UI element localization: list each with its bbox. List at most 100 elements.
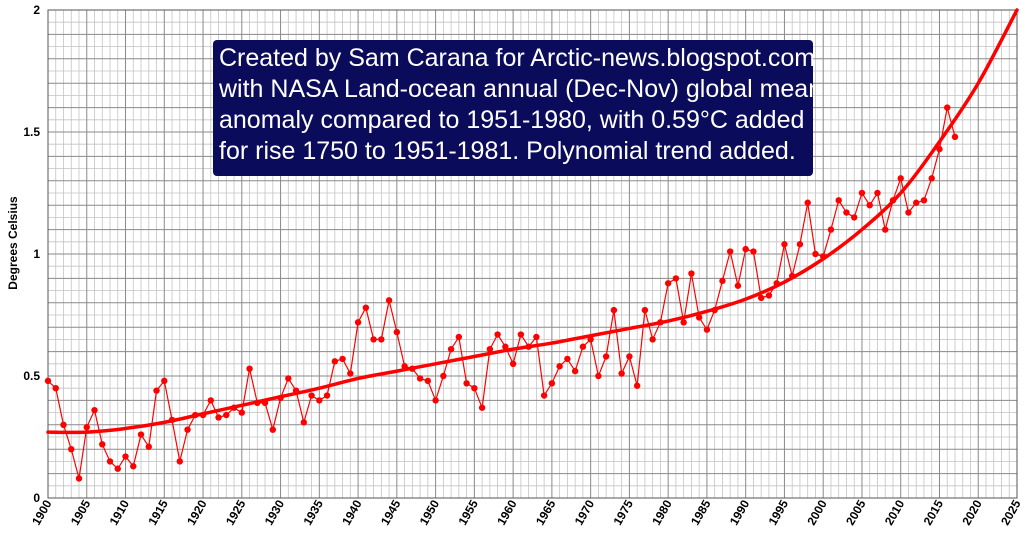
data-point (416, 375, 424, 382)
data-point (517, 331, 525, 338)
data-point (52, 385, 59, 392)
annotation-line-1: Created by Sam Carana for Arctic-news.bl… (219, 44, 813, 72)
y-tick-label: 0 (33, 491, 40, 505)
data-point (99, 441, 106, 448)
data-point (765, 292, 773, 299)
data-point (882, 226, 889, 233)
data-point (936, 145, 943, 153)
data-point (68, 446, 75, 453)
x-tick-label: 1970 (572, 497, 598, 527)
data-point (742, 245, 749, 253)
data-point (455, 333, 463, 341)
data-point (463, 380, 470, 387)
x-tick-label: 1940 (339, 497, 365, 527)
data-point (951, 133, 959, 141)
data-point (308, 392, 315, 399)
annotation-box: Created by Sam Carana for Arctic-news.bl… (213, 40, 813, 176)
data-point (137, 431, 145, 438)
data-point (633, 382, 641, 389)
x-axis-ticks: 1900 1905 1910 1915 1920 1925 1930 1935 1940 1945… (29, 497, 1024, 527)
data-point (928, 175, 935, 182)
x-tick-label: 1945 (378, 497, 404, 527)
x-tick-label: 1930 (262, 497, 288, 527)
data-point (913, 199, 920, 206)
data-point (122, 453, 129, 460)
data-point (664, 280, 672, 287)
data-point (835, 197, 842, 204)
x-tick-label: 1910 (107, 497, 133, 527)
data-point (323, 392, 331, 399)
data-point (176, 458, 183, 465)
x-tick-label: 1975 (611, 497, 637, 527)
data-point (130, 463, 137, 470)
data-point (602, 353, 610, 360)
x-tick-label: 1985 (688, 497, 714, 527)
x-tick-label: 1995 (766, 497, 792, 527)
data-point (207, 397, 214, 404)
x-tick-label: 1955 (455, 497, 481, 527)
x-tick-label: 2005 (843, 497, 869, 527)
y-tick-label: 0.5 (23, 369, 40, 383)
data-point (145, 443, 152, 450)
data-point (60, 421, 67, 428)
data-point (649, 336, 656, 343)
data-point (486, 345, 494, 353)
data-point (91, 406, 98, 414)
data-point (184, 426, 191, 433)
data-point (362, 304, 370, 311)
data-point (548, 380, 556, 387)
data-point (347, 370, 354, 377)
trend-layer (46, 8, 1019, 435)
data-point (781, 241, 788, 248)
x-tick-label: 1965 (533, 497, 559, 527)
data-point (106, 458, 114, 465)
x-tick-label: 1980 (649, 497, 675, 527)
data-point (478, 404, 486, 411)
data-point (626, 353, 633, 360)
data-point (316, 397, 323, 404)
x-tick-label: 1990 (727, 497, 753, 527)
data-point (858, 189, 866, 197)
plot-border (47, 9, 1018, 499)
data-point (812, 250, 819, 258)
data-point (804, 199, 811, 206)
data-point (339, 355, 346, 363)
x-tick-label: 2000 (804, 497, 830, 527)
data-point (757, 294, 765, 302)
data-point (897, 175, 904, 182)
y-tick-label: 2 (33, 3, 40, 17)
data-point (719, 277, 726, 285)
annotation-line-2: with NASA Land-ocean annual (Dec-Nov) gl… (219, 75, 813, 103)
x-tick-label: 1920 (184, 497, 210, 527)
data-point (726, 248, 734, 255)
data-point (502, 343, 509, 350)
data-point (533, 333, 540, 341)
data-point (579, 343, 587, 350)
data-point (215, 414, 222, 421)
data-point (905, 209, 912, 216)
data-point (641, 306, 649, 314)
data-point (672, 275, 680, 282)
y-axis-ticks: 0 0.5 1 1.5 2 (23, 3, 40, 505)
annotation-line-4: for rise 1750 to 1951-1981. Polynomial t… (219, 137, 796, 165)
x-tick-label: 1960 (494, 497, 520, 527)
x-tick-label: 1915 (145, 497, 171, 527)
x-tick-label: 1925 (223, 497, 249, 527)
data-point (750, 248, 757, 255)
data-point (370, 336, 377, 343)
trend-line (46, 8, 1019, 435)
data-point (843, 209, 850, 216)
data-point (114, 465, 121, 472)
data-point (796, 241, 804, 248)
data-point (509, 360, 517, 367)
data-point (571, 367, 579, 375)
data-point (703, 326, 711, 333)
data-point (494, 331, 501, 338)
data-point (440, 372, 447, 380)
x-tick-label: 1935 (300, 497, 326, 527)
data-point (540, 392, 548, 399)
annotation-line-3: anomaly compared to 1951-1980, with 0.59… (219, 106, 805, 134)
x-tick-label: 1950 (417, 497, 443, 527)
data-point (695, 314, 703, 321)
data-point (432, 397, 439, 404)
